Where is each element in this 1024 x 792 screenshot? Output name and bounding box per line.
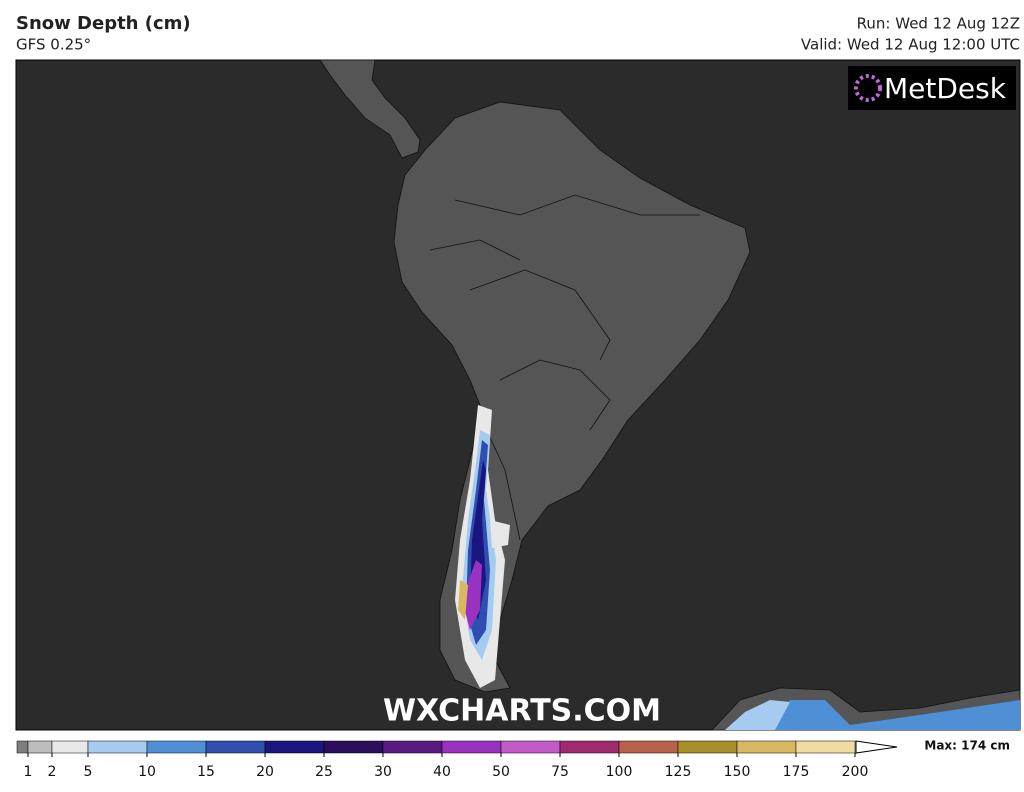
legend-tick-label: 125 [665, 764, 692, 780]
central-america [319, 59, 421, 159]
legend-tick-label: 50 [492, 764, 510, 780]
country-borders [429, 194, 700, 541]
legend-tick-label: 175 [783, 764, 810, 780]
legend-swatch [736, 740, 797, 754]
watermark: WXCHARTS.COM [383, 694, 661, 729]
legend-swatch [264, 740, 325, 754]
legend-tick-label: 10 [138, 764, 156, 780]
legend-swatch [146, 740, 207, 754]
legend-tick-label: 200 [842, 764, 869, 780]
legend-swatch [677, 740, 738, 754]
legend-tick-label: 30 [374, 764, 392, 780]
legend-swatch [323, 740, 384, 754]
legend-tick-label: 25 [315, 764, 333, 780]
legend-swatch [205, 740, 266, 754]
legend-arrow [855, 740, 898, 754]
legend-swatch [618, 740, 679, 754]
legend-swatch [16, 740, 29, 754]
valid-time: Valid: Wed 12 Aug 12:00 UTC [801, 36, 1020, 54]
model: GFS 0.25° [16, 36, 91, 54]
legend-tick-label: 2 [48, 764, 57, 780]
legend-tick-label: 15 [197, 764, 215, 780]
legend-swatch [87, 740, 148, 754]
legend-tick-label: 5 [84, 764, 93, 780]
legend: Max: 174 cm 1 2 5 10 15 20 25 30 40 50 75 100 125 150… [16, 739, 1010, 780]
logo-box: MetDesk [848, 66, 1016, 110]
legend-tick-label: 100 [606, 764, 633, 780]
legend-swatch [382, 740, 443, 754]
title: Snow Depth (cm) [16, 13, 191, 34]
legend-swatch [51, 740, 89, 754]
snow-andes [455, 405, 510, 688]
legend-tick-label: 40 [433, 764, 451, 780]
legend-swatch [27, 740, 53, 754]
logo: MetDesk [884, 72, 1007, 105]
legend-tick-label: 75 [551, 764, 569, 780]
snow-antarctica-edge [725, 700, 790, 730]
legend-swatch [441, 740, 502, 754]
legend-tick-label: 1 [24, 764, 33, 780]
legend-swatch [795, 740, 856, 754]
legend-max: Max: 174 cm [924, 739, 1010, 753]
run-time: Run: Wed 12 Aug 12Z [857, 15, 1020, 33]
legend-swatch [559, 740, 620, 754]
legend-tick-label: 20 [256, 764, 274, 780]
legend-tick-label: 150 [724, 764, 751, 780]
snow-antarctica [770, 700, 1020, 730]
map: MetDesk WXCHARTS.COM [15, 59, 1021, 731]
legend-swatch [500, 740, 561, 754]
